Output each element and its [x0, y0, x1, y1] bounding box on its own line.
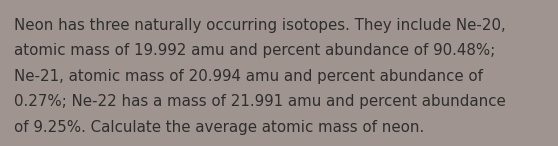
- Text: 0.27%; Ne-22 has a mass of 21.991 amu and percent abundance: 0.27%; Ne-22 has a mass of 21.991 amu an…: [14, 94, 506, 109]
- Text: atomic mass of 19.992 amu and percent abundance of 90.48%;: atomic mass of 19.992 amu and percent ab…: [14, 43, 495, 58]
- Text: Ne-21, atomic mass of 20.994 amu and percent abundance of: Ne-21, atomic mass of 20.994 amu and per…: [14, 69, 483, 84]
- Text: of 9.25%. Calculate the average atomic mass of neon.: of 9.25%. Calculate the average atomic m…: [14, 120, 424, 135]
- Text: Neon has three naturally occurring isotopes. They include Ne-20,: Neon has three naturally occurring isoto…: [14, 18, 506, 33]
